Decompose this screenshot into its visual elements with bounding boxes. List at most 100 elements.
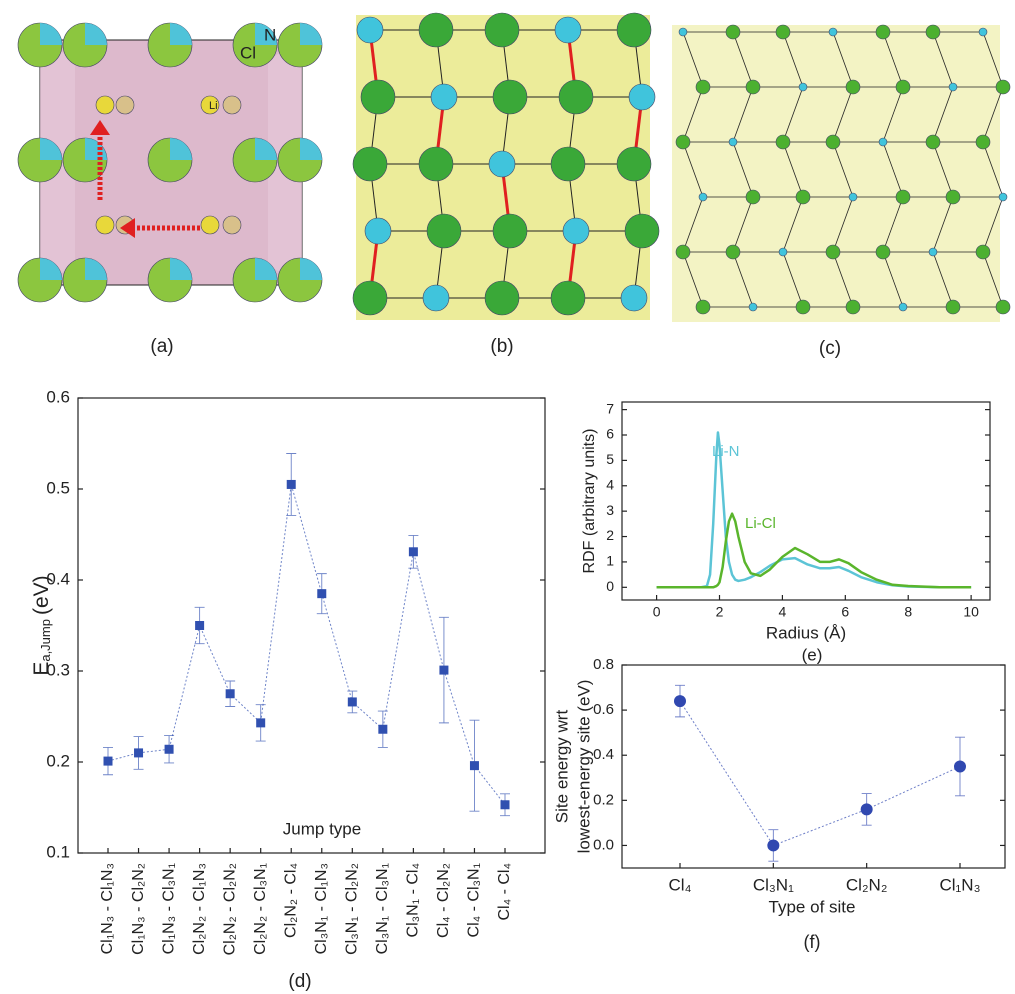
x-tick-label: Cl₃N₁ - Cl₄ (405, 863, 422, 937)
atom (356, 16, 384, 44)
y-axis-label: Ea,Jump (eV) (30, 575, 54, 675)
bond (682, 86, 704, 143)
bond (982, 141, 1004, 198)
atom (484, 12, 520, 48)
bond (732, 196, 754, 253)
atom (725, 244, 741, 260)
point (500, 800, 510, 810)
series-label: Li-N (712, 443, 740, 460)
series-label: Li-Cl (745, 515, 776, 532)
bond (782, 141, 804, 198)
atom (795, 299, 811, 315)
atom (628, 83, 656, 111)
atom (620, 284, 648, 312)
atom (488, 150, 516, 178)
point (103, 756, 113, 766)
atom (925, 24, 941, 40)
y-tick-label: 0 (606, 578, 614, 594)
atom (95, 95, 115, 115)
arrow-head (120, 218, 135, 238)
atom (222, 215, 242, 235)
panel-label: (a) (150, 336, 173, 357)
atom (975, 134, 991, 150)
y-tick-label: 0.1 (46, 842, 70, 861)
arrow-head (90, 120, 110, 135)
atom (975, 244, 991, 260)
atom (200, 215, 220, 235)
y-tick-label: 0.6 (593, 701, 614, 718)
atom (845, 79, 861, 95)
atom (352, 146, 388, 182)
atom (352, 280, 388, 316)
x-tick-label: Cl₁N₃ - Cl₂N₂ (130, 863, 147, 955)
y-tick-label: 5 (606, 451, 614, 467)
atom (775, 134, 791, 150)
atom (978, 27, 988, 37)
y-tick-label: 1 (606, 553, 614, 569)
atom (430, 83, 458, 111)
bond (732, 141, 754, 198)
atom (675, 244, 691, 260)
plot-frame (621, 401, 991, 601)
atom-n (170, 23, 192, 45)
atom (845, 299, 861, 315)
atom (798, 82, 808, 92)
x-tick-label: Cl₃N₁ (753, 875, 794, 894)
y-tick-label: 0.3 (46, 660, 70, 679)
atom-n (255, 258, 277, 280)
y-tick-label: 7 (606, 400, 614, 416)
atom (222, 95, 242, 115)
x-tick-label: Cl₂N₂ - Cl₁N₃ (191, 863, 208, 955)
atom-n (85, 23, 107, 45)
atom (945, 299, 961, 315)
atom-n (40, 258, 62, 280)
bond (882, 196, 904, 253)
atom-n (255, 23, 277, 45)
atom (492, 213, 528, 249)
bond (782, 196, 804, 253)
bond (982, 86, 1004, 143)
x-tick-label: Cl₁N₃ - Cl₃N₁ (160, 863, 177, 954)
atom (825, 134, 841, 150)
atom (775, 24, 791, 40)
atom-n (170, 138, 192, 160)
point (378, 724, 388, 734)
connector (679, 700, 961, 847)
atom (550, 280, 586, 316)
atom (200, 95, 220, 115)
atom-n (300, 138, 322, 160)
atom (995, 299, 1011, 315)
point (195, 621, 205, 630)
atom (558, 79, 594, 115)
x-tick-label: 2 (716, 604, 724, 620)
point (767, 839, 780, 852)
point (408, 547, 418, 557)
bond (832, 86, 854, 143)
atom (422, 284, 450, 312)
atom (678, 27, 688, 37)
y-tick-label: 0.4 (46, 569, 70, 588)
atom (745, 189, 761, 205)
atom-label: Cl (240, 43, 256, 62)
point (347, 697, 357, 707)
atom (995, 79, 1011, 95)
atom (418, 12, 454, 48)
point (439, 665, 449, 675)
atom (875, 244, 891, 260)
atom (998, 192, 1008, 202)
bond (732, 31, 754, 88)
y-axis-label-sub: a,Jump (38, 619, 53, 662)
point (134, 748, 144, 758)
atom (795, 189, 811, 205)
bond (832, 196, 854, 253)
bond (782, 86, 804, 143)
y-axis-label-unit: (eV) (30, 575, 53, 615)
point (860, 803, 873, 816)
atom (426, 213, 462, 249)
atom (492, 79, 528, 115)
bond (982, 251, 1004, 308)
atom (945, 189, 961, 205)
x-tick-label: 6 (841, 604, 849, 620)
atom-n (85, 258, 107, 280)
